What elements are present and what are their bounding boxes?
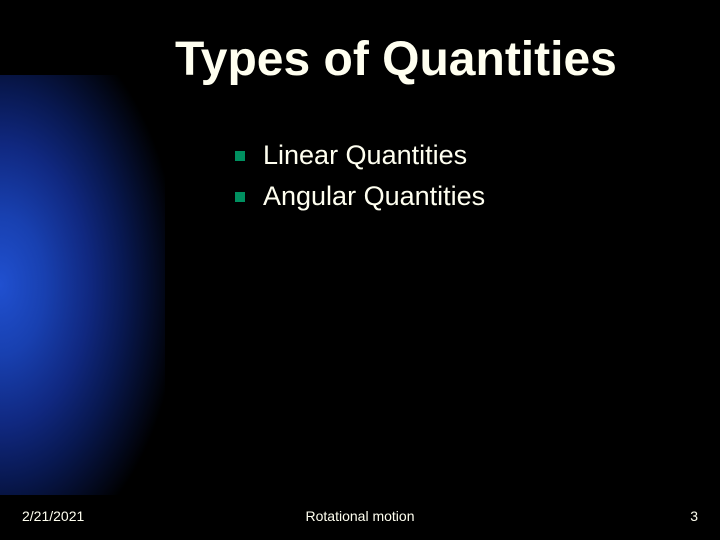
bullet-text: Linear Quantities	[263, 140, 467, 171]
bullet-item: Angular Quantities	[235, 181, 485, 212]
footer-date: 2/21/2021	[22, 508, 84, 524]
bullet-text: Angular Quantities	[263, 181, 485, 212]
sidebar-gradient	[0, 75, 165, 495]
bullet-item: Linear Quantities	[235, 140, 485, 171]
slide-content: Linear Quantities Angular Quantities	[235, 140, 485, 222]
slide-footer: 2/21/2021 Rotational motion 3	[0, 508, 720, 524]
footer-page-number: 3	[690, 508, 698, 524]
slide-title: Types of Quantities	[175, 32, 617, 87]
square-bullet-icon	[235, 192, 245, 202]
square-bullet-icon	[235, 151, 245, 161]
footer-topic: Rotational motion	[306, 508, 415, 524]
